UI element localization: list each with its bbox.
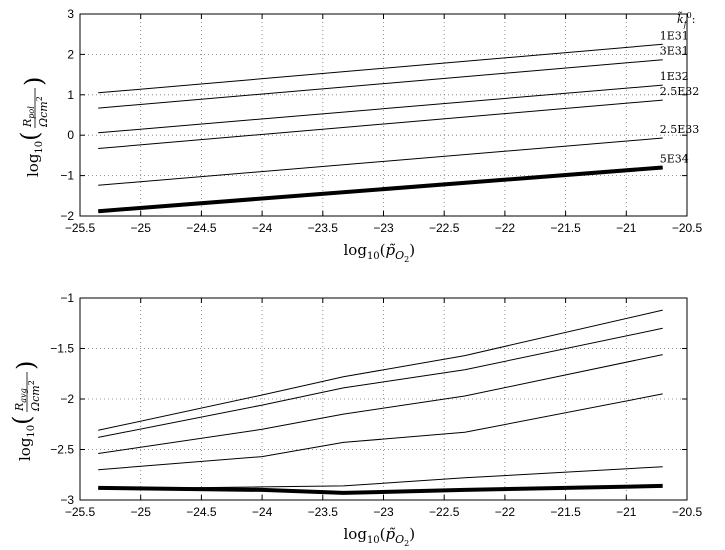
series-label: 2.5E32 (660, 85, 700, 98)
y-tick-label: −1 (60, 291, 74, 305)
x-tick-label: −25.5 (65, 505, 96, 519)
y-axis-prefix: log10( (16, 131, 45, 177)
series-label: 5E34 (660, 153, 689, 166)
y-axis-paren: ) (12, 361, 40, 370)
y-tick-label: −3 (60, 493, 74, 507)
y-tick-label: −1 (60, 169, 74, 183)
y-axis-paren: ) (20, 77, 48, 86)
series-line (98, 309, 663, 431)
bottom-panel: −25.5 −25 −24.5 −24 −23.5 −23 −22.5 −22 −21.5 −21… (8, 291, 703, 548)
series-line (98, 327, 663, 438)
y-tick-label: −1.5 (50, 342, 74, 356)
series-label: 1E31 (660, 29, 689, 42)
y-axis-numerator: Ravg (13, 388, 28, 412)
top-panel: −25.5 −25 −24.5 −24 −23.5 −23 −22.5 −22 −21.5 −21… (16, 7, 703, 264)
legend-title: k̃f0: (677, 11, 695, 29)
x-tick-label: −22.5 (429, 505, 460, 519)
x-axis-label: log10(p̃O2) (344, 241, 416, 264)
x-axis-label: log10(p̃O2) (344, 525, 416, 548)
x-tick-label: −21 (616, 221, 637, 235)
x-tick-label: −23 (373, 505, 394, 519)
y-tick-label: 2 (67, 47, 74, 61)
x-tick-label: −22 (495, 221, 516, 235)
series-line (98, 43, 663, 94)
series-line (98, 59, 663, 109)
y-tick-label: 0 (67, 128, 74, 142)
series-line (98, 84, 663, 134)
series-label: 1E32 (660, 70, 689, 83)
y-tick-label: −2 (60, 209, 74, 223)
series-line (98, 466, 663, 490)
x-tick-label: −24.5 (186, 505, 217, 519)
y-axis-numerator: Rpol (21, 106, 36, 128)
series-line (98, 137, 663, 186)
x-tick-label: −22 (495, 505, 516, 519)
series-line (98, 393, 663, 471)
y-axis-label: log10( Rpol Ωcm2) (16, 77, 50, 177)
series-line (98, 354, 663, 454)
y-axis-label: log10( Ravg Ωcm2) (8, 361, 42, 461)
x-tick-label: −25 (131, 221, 152, 235)
y-tick-label: −2.5 (50, 443, 74, 457)
series-label: 2.5E33 (660, 123, 700, 136)
y-axis-denominator: Ωcm2 (27, 380, 42, 412)
series-label: 3E31 (660, 45, 689, 58)
x-tick-label: −24.5 (186, 221, 217, 235)
y-tick-label: −2 (60, 392, 74, 406)
y-tick-label: 3 (67, 7, 74, 21)
series-line (98, 483, 663, 495)
x-tick-label: −24 (252, 505, 273, 519)
x-tick-label: −21.5 (550, 221, 581, 235)
series-line (98, 99, 663, 149)
x-tick-label: −20.5 (672, 221, 703, 235)
x-tick-label: −24 (252, 221, 273, 235)
x-tick-label: −25 (131, 505, 152, 519)
y-axis-denominator: Ωcm2 (35, 96, 50, 128)
x-tick-label: −23.5 (308, 505, 339, 519)
x-tick-label: −23.5 (308, 221, 339, 235)
x-tick-label: −20.5 (672, 505, 703, 519)
x-tick-label: −21 (616, 505, 637, 519)
x-tick-label: −25.5 (65, 221, 96, 235)
x-tick-label: −22.5 (429, 221, 460, 235)
x-tick-label: −21.5 (550, 505, 581, 519)
series-line (98, 165, 663, 214)
y-tick-label: 1 (67, 88, 74, 102)
x-tick-label: −23 (373, 221, 394, 235)
y-axis-prefix: log10( (8, 415, 37, 461)
